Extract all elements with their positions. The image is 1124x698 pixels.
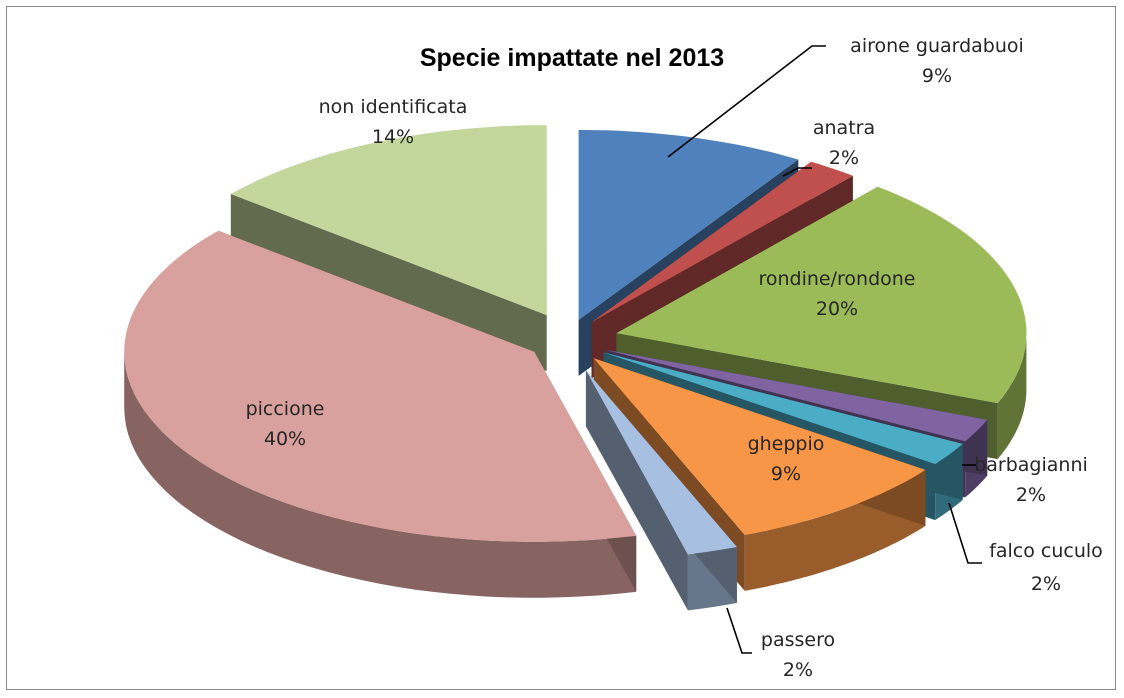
slice-labels: airone guardabuoi 9% anatra 2% rondine/r…: [246, 35, 1103, 681]
slice-barbagianni: [606, 349, 988, 442]
slice-piccione: [124, 230, 637, 542]
slice-rondine-rondone: [616, 186, 1027, 404]
leader-line-anatra: [782, 167, 812, 177]
slice-label-name: gheppio: [748, 433, 825, 455]
slice-label-value: 9%: [771, 463, 801, 485]
slice-label-name: non identificata: [319, 96, 468, 118]
leader-lines: [667, 45, 982, 654]
slice-label-name: anatra: [813, 117, 875, 139]
leader-line-falco: [948, 502, 982, 564]
slice-wall-passero-1: [585, 370, 688, 611]
slice-label-name: barbagianni: [974, 454, 1088, 476]
slice-gheppio: [593, 358, 926, 535]
slice-falco-cuculo: [603, 352, 963, 465]
slice-anatra: [591, 161, 853, 323]
slice-side-piccione: [124, 351, 637, 598]
pie-tops: [124, 125, 1027, 555]
slice-passero: [585, 370, 737, 555]
slice-label-value: 14%: [372, 126, 414, 148]
slice-label-name: rondine/rondone: [758, 268, 915, 290]
slice-airone-guardabuoi: [578, 129, 799, 320]
chart-title: Specie impattate nel 2013: [420, 44, 724, 72]
slice-label-name: piccione: [246, 398, 325, 420]
slice-label-value: 2%: [1016, 484, 1046, 506]
leader-line-passero: [726, 607, 752, 654]
slice-label-value: 20%: [816, 298, 858, 320]
slice-non-identificata: [230, 125, 547, 316]
slice-label-value: 40%: [264, 428, 306, 450]
leader-line-airone: [667, 45, 826, 158]
slice-label-name: airone guardabuoi: [850, 35, 1024, 57]
slice-label-value: 2%: [783, 659, 813, 681]
slice-label-value: 9%: [922, 65, 952, 87]
slice-label-value: 2%: [1031, 573, 1061, 595]
slice-side-rondine-rondone: [997, 333, 1027, 460]
slice-label-value: 2%: [829, 147, 859, 169]
slice-label-name: passero: [761, 629, 835, 651]
slice-label-name: falco cuculo: [989, 540, 1103, 562]
